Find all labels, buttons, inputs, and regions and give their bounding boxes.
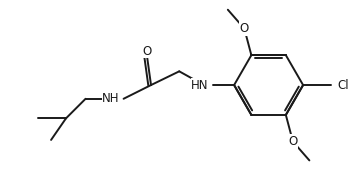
Text: O: O: [240, 22, 249, 35]
Text: O: O: [143, 45, 152, 58]
Text: Cl: Cl: [337, 79, 349, 92]
Text: NH: NH: [102, 92, 120, 105]
Text: HN: HN: [191, 79, 209, 92]
Text: O: O: [288, 135, 298, 148]
